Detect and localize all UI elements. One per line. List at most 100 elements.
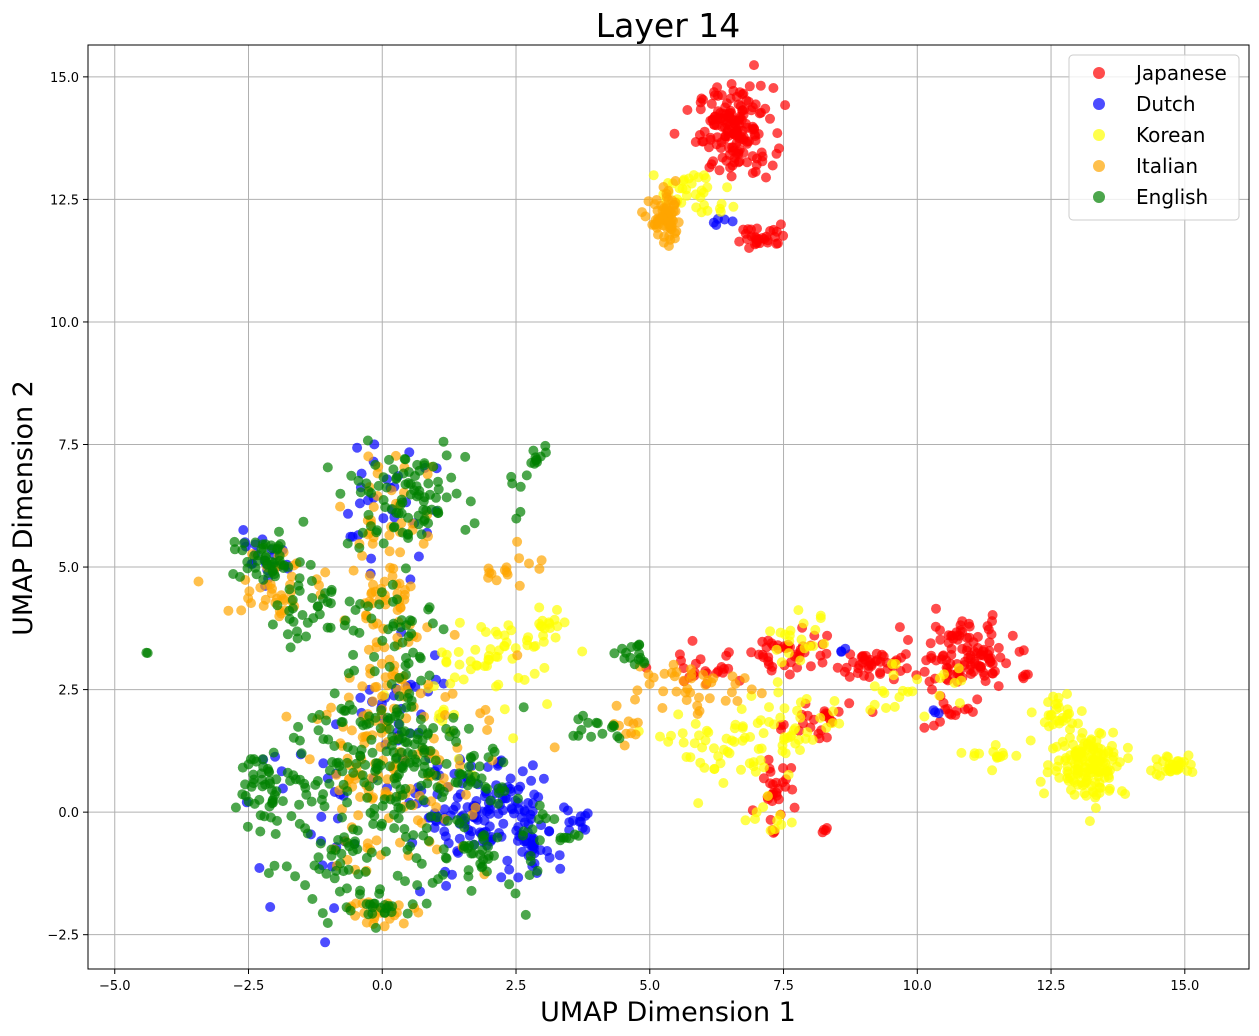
data-point bbox=[750, 99, 761, 110]
data-point bbox=[312, 601, 323, 612]
data-point bbox=[376, 658, 387, 669]
data-points bbox=[141, 60, 1198, 948]
data-point bbox=[903, 635, 913, 645]
data-point bbox=[426, 811, 437, 822]
data-point bbox=[339, 705, 350, 716]
data-point bbox=[504, 879, 515, 890]
data-point bbox=[349, 665, 360, 676]
data-point bbox=[403, 478, 414, 488]
data-point bbox=[677, 728, 688, 739]
data-point bbox=[460, 524, 471, 535]
data-point bbox=[681, 752, 692, 762]
data-point bbox=[487, 743, 498, 754]
data-point bbox=[788, 725, 799, 736]
data-point bbox=[320, 567, 331, 578]
data-point bbox=[388, 522, 399, 533]
data-point bbox=[482, 725, 493, 735]
data-point bbox=[925, 638, 936, 649]
data-point bbox=[527, 824, 538, 835]
data-point bbox=[447, 869, 457, 880]
data-point bbox=[403, 631, 414, 642]
data-point bbox=[1093, 742, 1103, 753]
data-point bbox=[1045, 710, 1056, 721]
data-point bbox=[378, 513, 389, 524]
data-point bbox=[268, 797, 278, 808]
data-point bbox=[676, 655, 686, 666]
data-point bbox=[821, 823, 832, 833]
data-point bbox=[761, 172, 771, 183]
data-point bbox=[900, 649, 911, 660]
data-point bbox=[706, 98, 717, 109]
data-point bbox=[421, 898, 432, 909]
data-point bbox=[727, 216, 738, 227]
data-point bbox=[405, 800, 416, 810]
data-point bbox=[362, 838, 373, 849]
data-point bbox=[424, 670, 435, 681]
data-point bbox=[402, 908, 413, 919]
data-point bbox=[392, 605, 403, 616]
data-point bbox=[501, 567, 512, 578]
data-point bbox=[254, 794, 265, 805]
data-point bbox=[373, 480, 384, 491]
data-point bbox=[350, 605, 361, 615]
data-point bbox=[606, 722, 617, 733]
data-point bbox=[380, 672, 391, 683]
data-point bbox=[361, 478, 372, 489]
data-point bbox=[296, 748, 307, 759]
data-point bbox=[510, 888, 521, 899]
data-point bbox=[270, 829, 281, 839]
data-point bbox=[498, 818, 509, 829]
data-point bbox=[506, 471, 517, 482]
data-point bbox=[405, 581, 416, 592]
data-point bbox=[390, 753, 401, 764]
data-point bbox=[306, 576, 317, 586]
data-point bbox=[483, 563, 494, 574]
data-point bbox=[300, 880, 311, 891]
data-point bbox=[1072, 769, 1083, 780]
data-point bbox=[513, 872, 524, 883]
data-point bbox=[740, 815, 751, 826]
legend-label: Korean bbox=[1136, 123, 1205, 147]
data-point bbox=[243, 796, 254, 807]
data-point bbox=[817, 657, 828, 668]
data-point bbox=[544, 852, 555, 863]
data-point bbox=[952, 634, 963, 645]
plot-frame bbox=[87, 44, 1250, 970]
data-point bbox=[507, 804, 518, 815]
data-point bbox=[313, 852, 324, 863]
data-point bbox=[1104, 785, 1115, 796]
data-point bbox=[722, 182, 733, 193]
data-point bbox=[341, 883, 352, 894]
data-point bbox=[357, 681, 368, 692]
legend-label: Italian bbox=[1136, 154, 1198, 178]
data-point bbox=[367, 696, 378, 707]
data-point bbox=[471, 778, 482, 789]
data-point bbox=[329, 688, 340, 699]
data-point bbox=[924, 676, 935, 687]
data-point bbox=[459, 822, 470, 833]
data-point bbox=[381, 482, 392, 493]
data-point bbox=[437, 792, 448, 803]
data-point bbox=[693, 172, 704, 183]
data-point bbox=[301, 631, 311, 642]
data-point bbox=[325, 598, 336, 609]
y-tick-label: 0.0 bbox=[58, 806, 79, 821]
data-point bbox=[541, 813, 551, 824]
data-point bbox=[989, 666, 1000, 677]
data-point bbox=[519, 805, 530, 816]
data-point bbox=[441, 492, 452, 503]
data-point bbox=[919, 722, 930, 733]
data-point bbox=[953, 663, 964, 674]
data-point bbox=[475, 858, 486, 869]
data-point bbox=[779, 734, 789, 745]
data-point bbox=[448, 712, 459, 723]
data-point bbox=[705, 115, 716, 126]
data-point bbox=[244, 586, 255, 597]
data-point bbox=[681, 695, 692, 706]
data-point bbox=[821, 648, 832, 659]
data-point bbox=[307, 894, 318, 904]
data-point bbox=[308, 613, 319, 624]
data-point bbox=[692, 700, 703, 711]
data-point bbox=[611, 700, 622, 711]
data-point bbox=[1182, 765, 1193, 776]
